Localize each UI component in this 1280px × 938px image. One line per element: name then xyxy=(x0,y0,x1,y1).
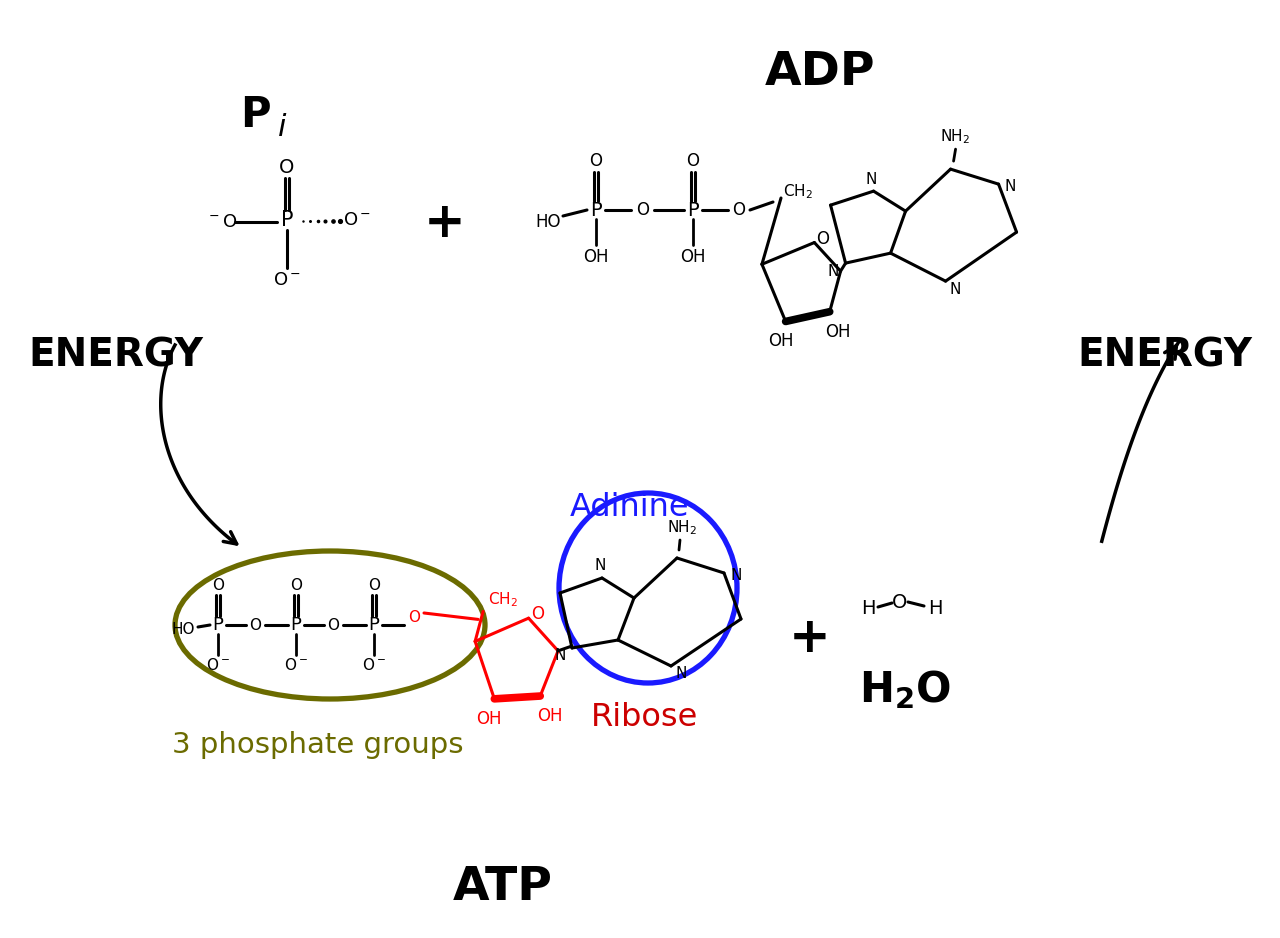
Text: O: O xyxy=(686,152,699,170)
Text: O: O xyxy=(408,610,420,625)
Text: N: N xyxy=(1005,178,1016,193)
Text: N: N xyxy=(950,281,961,296)
Text: O$^-$: O$^-$ xyxy=(273,271,301,289)
Text: O: O xyxy=(369,578,380,593)
Text: O: O xyxy=(892,593,908,612)
Text: HO: HO xyxy=(172,623,195,638)
Text: N: N xyxy=(554,648,566,663)
Text: P: P xyxy=(239,94,270,136)
Text: N: N xyxy=(594,558,605,573)
Text: +: + xyxy=(790,614,831,662)
Text: H: H xyxy=(928,598,942,617)
Text: O: O xyxy=(815,230,829,248)
Text: O: O xyxy=(531,605,544,623)
Text: $\mathbf{H_2O}$: $\mathbf{H_2O}$ xyxy=(859,669,951,711)
Text: P: P xyxy=(687,201,699,219)
Text: CH$_2$: CH$_2$ xyxy=(783,183,813,202)
Text: OH: OH xyxy=(584,248,609,266)
Text: +: + xyxy=(424,199,466,247)
Text: O: O xyxy=(212,578,224,593)
Text: ADP: ADP xyxy=(764,50,876,95)
Text: 3 phosphate groups: 3 phosphate groups xyxy=(173,731,463,759)
Text: OH: OH xyxy=(768,332,794,351)
Text: $i$: $i$ xyxy=(276,113,287,142)
Text: NH$_2$: NH$_2$ xyxy=(667,519,698,537)
Text: P: P xyxy=(280,210,293,230)
Text: O: O xyxy=(250,617,261,632)
Text: NH$_2$: NH$_2$ xyxy=(941,128,970,146)
Text: O: O xyxy=(636,201,649,219)
Text: H: H xyxy=(860,598,876,617)
Text: OH: OH xyxy=(538,707,563,725)
Text: HO: HO xyxy=(535,213,561,231)
Text: N: N xyxy=(828,264,840,279)
Text: ATP: ATP xyxy=(453,865,553,910)
Text: N: N xyxy=(865,172,877,187)
Text: O: O xyxy=(326,617,339,632)
Text: N: N xyxy=(731,567,741,582)
Text: O$^-$: O$^-$ xyxy=(206,657,230,673)
Text: OH: OH xyxy=(680,248,705,266)
Text: O$^-$: O$^-$ xyxy=(284,657,308,673)
Text: P: P xyxy=(369,616,379,634)
Text: ENERGY: ENERGY xyxy=(1078,336,1252,374)
Text: O: O xyxy=(279,158,294,176)
Text: CH$_2$: CH$_2$ xyxy=(488,590,518,609)
Text: Ribose: Ribose xyxy=(591,703,699,734)
Text: P: P xyxy=(590,201,602,219)
Text: O$^-$: O$^-$ xyxy=(362,657,387,673)
Text: ENERGY: ENERGY xyxy=(28,336,202,374)
Text: P: P xyxy=(291,616,301,634)
Text: Adinine: Adinine xyxy=(570,492,690,522)
Text: N: N xyxy=(676,667,686,682)
Text: O: O xyxy=(590,152,603,170)
Text: O$^-$: O$^-$ xyxy=(343,211,371,229)
Text: OH: OH xyxy=(476,710,502,728)
Text: P: P xyxy=(212,616,224,634)
Text: O: O xyxy=(291,578,302,593)
Text: OH: OH xyxy=(824,323,850,340)
Text: $^-$O: $^-$O xyxy=(206,213,238,231)
Text: O: O xyxy=(732,201,745,219)
